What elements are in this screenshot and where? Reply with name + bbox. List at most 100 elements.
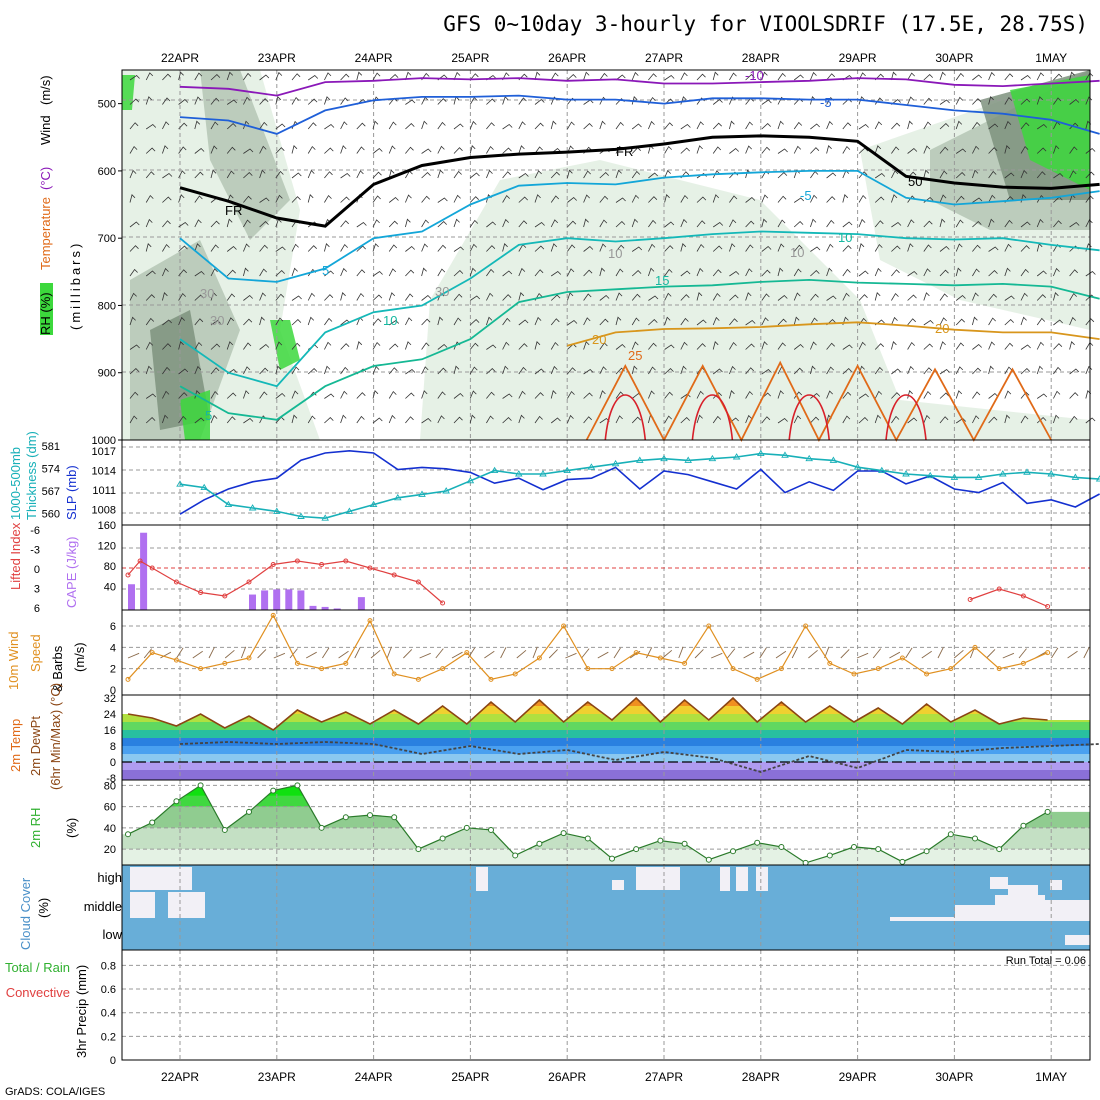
li-point [149, 565, 155, 571]
wind10-point [1045, 650, 1051, 656]
wind-barb [988, 416, 998, 424]
wind-barb [972, 343, 982, 350]
thickness-point [636, 456, 644, 463]
wind-barb [842, 344, 853, 350]
wind-barb [1020, 268, 1029, 277]
li-point [1045, 604, 1051, 609]
wind-barb [1020, 98, 1031, 105]
wind-barb [972, 415, 980, 424]
ylabel-precip-conv: Convective [6, 985, 70, 1000]
wind-barb [777, 390, 784, 399]
wind-barb [648, 120, 655, 130]
wind-barb [340, 73, 350, 81]
run-total-label: Run Total = 0.06 [1006, 955, 1086, 967]
wind-barb [826, 219, 835, 228]
wind-barb [793, 221, 804, 228]
wind-barb [340, 196, 350, 203]
wind-barb [421, 366, 429, 375]
wind-barb [793, 121, 803, 130]
wind-barb [372, 120, 379, 130]
wind-barb [891, 146, 900, 154]
ylabel-cloud: Cloud Cover [18, 877, 33, 950]
wind-barb [664, 169, 671, 179]
wind-barb [518, 390, 526, 399]
wind-barb [324, 147, 334, 154]
credit: GrADS: COLA/IGES [5, 1086, 105, 1098]
wind-barb [1053, 73, 1063, 81]
wind-barb [405, 123, 415, 130]
wind-barb [129, 194, 136, 203]
wind-barb [145, 72, 154, 81]
wind-barb [631, 416, 641, 424]
rh2m-point [439, 835, 446, 842]
wind-barb [615, 316, 622, 326]
wind-barb [453, 392, 464, 399]
wind10-point [827, 660, 833, 666]
contour-label-17: 30 [210, 313, 224, 328]
rh-band-2 [122, 806, 1090, 828]
wind-barb [972, 121, 981, 130]
wind10-point [1020, 660, 1026, 666]
contour-label-0: -10 [745, 68, 764, 83]
wind-barb [178, 316, 185, 326]
wind-barb [939, 392, 950, 399]
rh2m-point [947, 831, 954, 838]
wind-barb [324, 417, 334, 424]
wind-barb [194, 171, 204, 179]
wind-barb [1020, 74, 1031, 81]
wind-barb [405, 392, 415, 399]
wind-barb [631, 194, 640, 203]
wind-barb [599, 72, 608, 81]
surface-barb [791, 647, 799, 659]
rh2m-point [294, 782, 301, 789]
wind-barb [810, 293, 819, 301]
contour-label-11: 20 [935, 321, 949, 336]
wind-barb [712, 170, 721, 179]
surface-barb [743, 651, 755, 659]
surface-barb [257, 649, 267, 659]
cape-bar [140, 532, 148, 610]
wind-barb [1004, 319, 1014, 326]
li-point [137, 558, 143, 564]
wind-barb [745, 319, 756, 326]
wind-barb [567, 74, 577, 81]
wind-barb [388, 390, 397, 399]
wind10-point [440, 666, 446, 672]
wind-barb [988, 96, 994, 105]
wind-barb [502, 270, 513, 277]
wind-barb [988, 194, 996, 203]
li-point [1020, 593, 1026, 599]
wind-barb [307, 316, 315, 326]
wind-barb [810, 392, 820, 399]
wind-barb [291, 73, 301, 81]
cloud-cell-2 [168, 892, 205, 918]
wind-barb [405, 416, 414, 424]
wind-barb [826, 172, 837, 179]
wind-barb [340, 97, 349, 105]
precip-tick-0.2: 0.2 [101, 1031, 116, 1043]
contour-label-8: 10 [383, 313, 397, 328]
ylabel-deg: (°C) [38, 167, 53, 190]
wind-barb [437, 98, 447, 105]
wind-barb [1053, 220, 1062, 228]
wind-barb [729, 195, 738, 203]
rh2m-point [536, 840, 543, 847]
wind-barb [712, 368, 723, 375]
surface-barb [224, 649, 235, 659]
rh-legend-swatch [40, 283, 53, 335]
wind-barb [437, 197, 448, 203]
wind-barb [453, 246, 464, 252]
wind-barb [356, 221, 367, 228]
wind-barb [145, 96, 153, 105]
surface-barb [986, 649, 996, 659]
wind-barb [599, 390, 606, 399]
wind-barb [1004, 243, 1012, 252]
wind-barb [712, 221, 724, 228]
wind-barb [761, 99, 772, 105]
temp-band-6 [122, 722, 1090, 730]
surface-barb [662, 649, 673, 659]
wind-barb [745, 367, 754, 375]
wind-barb [777, 195, 787, 203]
wind-barb [1053, 366, 1062, 375]
